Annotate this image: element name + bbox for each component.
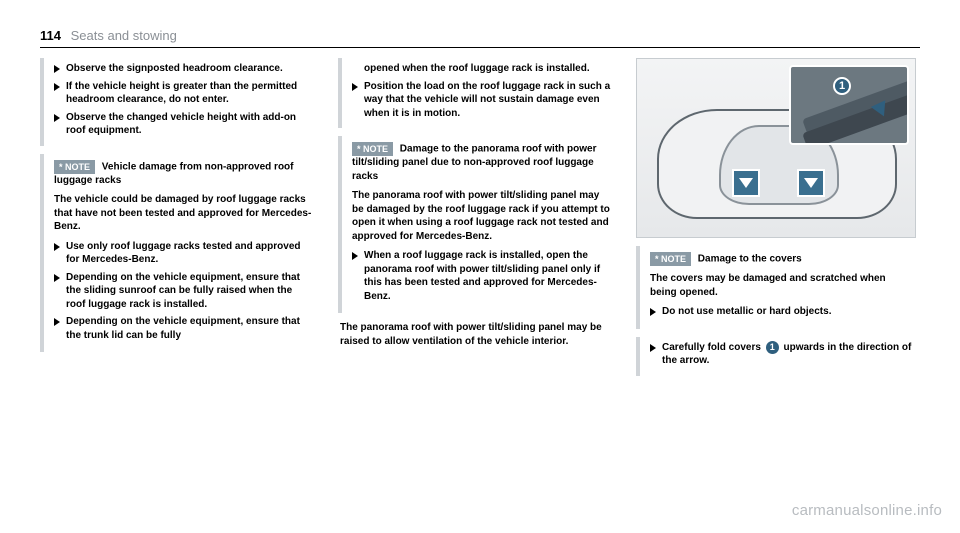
list-item: When a roof luggage rack is installed, o… xyxy=(352,249,612,303)
column-3: 1 * NOTE Damage to the covers The covers… xyxy=(636,58,916,376)
list-item: Observe the signposted headroom clearanc… xyxy=(54,62,316,76)
inline-callout-1: 1 xyxy=(766,341,779,354)
vehicle-diagram: 1 xyxy=(636,58,916,238)
watermark: carmanualsonline.info xyxy=(792,502,942,519)
note-heading: * NOTE Vehicle damage from non-approved … xyxy=(54,160,314,188)
bullet-icon xyxy=(650,344,656,352)
note-tag: * NOTE xyxy=(352,142,393,156)
page-header: 114 Seats and stowing xyxy=(40,28,920,48)
note-tag: * NOTE xyxy=(54,160,95,174)
list-text: Observe the signposted headroom clearanc… xyxy=(66,62,283,76)
list-text: Position the load on the roof luggage ra… xyxy=(364,80,614,121)
content-columns: Observe the signposted headroom clearanc… xyxy=(40,58,920,376)
bullet-icon xyxy=(54,114,60,122)
list-item: Do not use metallic or hard objects. xyxy=(650,305,910,319)
list-item: Observe the changed vehicle height with … xyxy=(54,111,316,138)
note-body: The covers may be damaged and scratched … xyxy=(650,272,910,299)
note-box-3: * NOTE Damage to the covers The covers m… xyxy=(636,246,916,329)
bullet-icon xyxy=(54,274,60,282)
bullet-icon xyxy=(54,318,60,326)
bullet-icon xyxy=(54,83,60,91)
callout-circle-1: 1 xyxy=(833,77,851,95)
list-text: Do not use metallic or hard objects. xyxy=(662,305,831,319)
list-item: Depending on the vehicle equipment, ensu… xyxy=(54,315,314,342)
page-number: 114 xyxy=(40,28,61,43)
column-2: opened when the roof luggage rack is ins… xyxy=(338,58,618,376)
note-box-1: * NOTE Vehicle damage from non-approved … xyxy=(40,154,320,353)
step-text-a: Carefully fold covers xyxy=(662,342,761,353)
list-text: Depending on the vehicle equipment, ensu… xyxy=(66,271,314,312)
bullet-icon xyxy=(650,308,656,316)
list-text: Carefully fold covers 1 upwards in the d… xyxy=(662,341,912,368)
diagram-inset: 1 xyxy=(789,65,909,145)
note-tag: * NOTE xyxy=(650,252,691,266)
continuation-text: opened when the roof luggage rack is ins… xyxy=(352,62,614,76)
arrow-down-icon xyxy=(732,169,760,197)
list-text: Depending on the vehicle equipment, ensu… xyxy=(66,315,314,342)
note-box-2: * NOTE Damage to the panorama roof with … xyxy=(338,136,618,313)
list-text: Observe the changed vehicle height with … xyxy=(66,111,316,138)
column-1: Observe the signposted headroom clearanc… xyxy=(40,58,320,376)
note-heading: * NOTE Damage to the covers xyxy=(650,252,910,266)
caution-box-1: Observe the signposted headroom clearanc… xyxy=(40,58,320,146)
note-title: Damage to the covers xyxy=(698,254,802,265)
paragraph: The panorama roof with power tilt/slidin… xyxy=(338,321,618,348)
list-item: Position the load on the roof luggage ra… xyxy=(352,80,614,121)
caution-box-2: opened when the roof luggage rack is ins… xyxy=(338,58,618,128)
list-item: Depending on the vehicle equipment, ensu… xyxy=(54,271,314,312)
note-body: The panorama roof with power tilt/slidin… xyxy=(352,189,612,243)
bullet-icon xyxy=(352,252,358,260)
list-text: When a roof luggage rack is installed, o… xyxy=(364,249,612,303)
note-heading: * NOTE Damage to the panorama roof with … xyxy=(352,142,612,183)
list-item: Use only roof luggage racks tested and a… xyxy=(54,240,314,267)
step-box: Carefully fold covers 1 upwards in the d… xyxy=(636,337,916,376)
note-body: The vehicle could be damaged by roof lug… xyxy=(54,193,314,234)
section-title: Seats and stowing xyxy=(71,28,177,43)
bullet-icon xyxy=(54,65,60,73)
bullet-icon xyxy=(54,243,60,251)
arrow-down-icon xyxy=(797,169,825,197)
bullet-icon xyxy=(352,83,358,91)
list-text: If the vehicle height is greater than th… xyxy=(66,80,316,107)
list-item: Carefully fold covers 1 upwards in the d… xyxy=(650,341,912,368)
list-item: If the vehicle height is greater than th… xyxy=(54,80,316,107)
list-text: Use only roof luggage racks tested and a… xyxy=(66,240,314,267)
